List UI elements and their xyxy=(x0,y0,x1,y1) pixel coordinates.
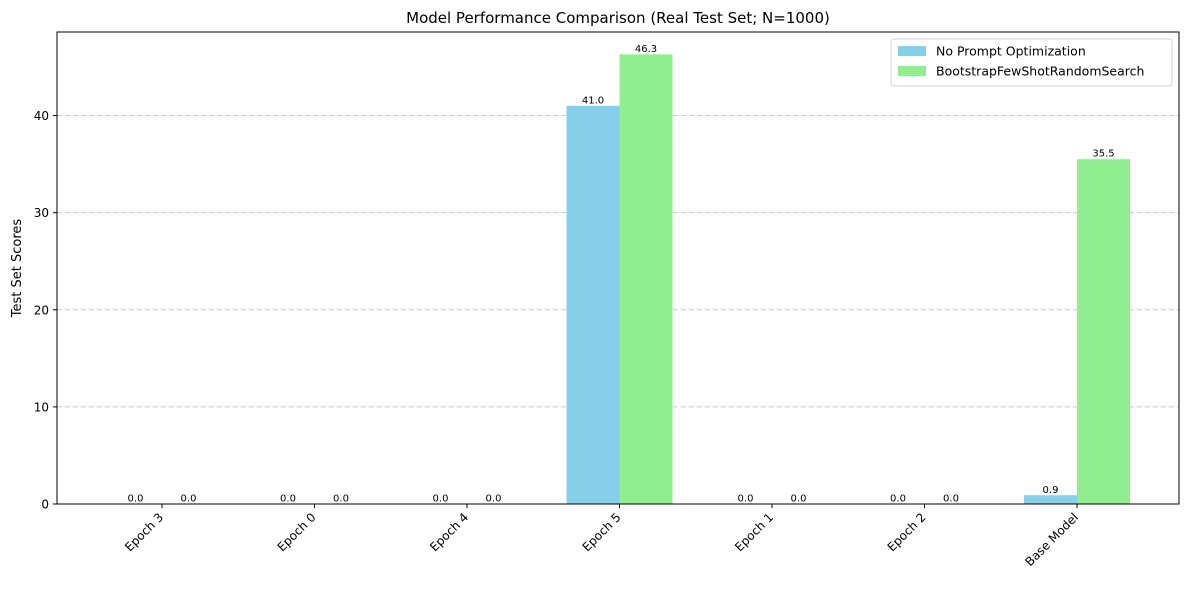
legend-label: No Prompt Optimization xyxy=(936,44,1086,59)
legend-swatch xyxy=(898,66,926,76)
x-tick-label: Epoch 4 xyxy=(427,510,471,554)
bar xyxy=(1024,495,1077,504)
data-label: 0.0 xyxy=(181,494,197,505)
x-tick-label: Base Model xyxy=(1022,510,1081,569)
bars xyxy=(566,54,1130,505)
x-axis-ticks: Epoch 3 Epoch 0 Epoch 4 Epoch 5 Epoch 1 Epoch… xyxy=(122,504,1081,569)
data-label: 0.0 xyxy=(333,494,349,505)
data-label: 0.0 xyxy=(128,494,144,505)
legend: No Prompt Optimization BootstrapFewShotRa… xyxy=(890,38,1173,87)
bar xyxy=(619,54,673,504)
data-label: 46.3 xyxy=(635,44,657,55)
y-tick-label: 20 xyxy=(34,303,49,317)
y-axis-label: Test Set Scores xyxy=(10,219,25,319)
legend-swatch xyxy=(898,46,926,56)
bar xyxy=(1077,159,1130,505)
data-label: 0.9 xyxy=(1043,485,1059,496)
data-label: 0.0 xyxy=(943,494,959,505)
plot-frame xyxy=(56,31,1180,505)
legend-box xyxy=(890,38,1173,87)
data-label: 0.0 xyxy=(433,494,449,505)
x-tick-label: Epoch 0 xyxy=(275,510,319,554)
y-tick-label: 10 xyxy=(34,400,49,414)
data-label: 35.5 xyxy=(1092,149,1114,160)
data-label: 0.0 xyxy=(890,494,906,505)
data-label: 0.0 xyxy=(791,494,807,505)
data-label: 0.0 xyxy=(738,494,754,505)
x-tick-label: Epoch 5 xyxy=(580,510,624,554)
data-label: 0.0 xyxy=(280,494,296,505)
data-label: 0.0 xyxy=(486,494,502,505)
data-labels: 0.0 0.0 0.0 41.0 0.0 0.0 0.9 0.0 0.0 0.0 46.3 0.0 0.… xyxy=(128,44,1115,505)
bar xyxy=(566,105,620,504)
chart-title: Model Performance Comparison (Real Test … xyxy=(406,9,830,27)
y-axis-ticks: 0 10 20 30 40 xyxy=(34,109,57,512)
y-tick-label: 40 xyxy=(34,109,49,123)
y-tick-label: 0 xyxy=(41,498,49,512)
x-tick-label: Epoch 1 xyxy=(732,510,776,554)
y-tick-label: 30 xyxy=(34,206,49,220)
x-tick-label: Epoch 2 xyxy=(885,510,929,554)
data-label: 41.0 xyxy=(582,95,604,106)
x-tick-label: Epoch 3 xyxy=(122,510,166,554)
legend-label: BootstrapFewShotRandomSearch xyxy=(936,64,1144,79)
